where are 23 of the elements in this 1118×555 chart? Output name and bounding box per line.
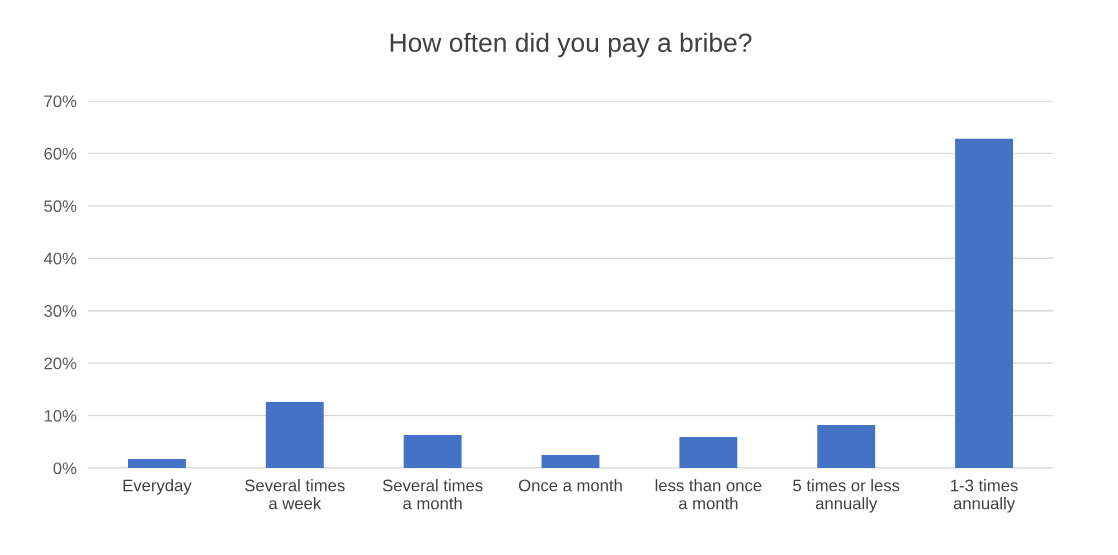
y-tick-label: 30% (44, 305, 77, 317)
x-tick-label: 5 times or less annually (793, 479, 900, 513)
chart-title: How often did you pay a bribe? (390, 32, 752, 58)
bar (265, 401, 324, 468)
y-tick-label: 50% (44, 200, 77, 213)
bar (817, 425, 876, 468)
bar (679, 437, 738, 468)
x-tick-label: less than once a month (655, 479, 762, 510)
bar (127, 459, 186, 468)
x-tick-label: Several times a week (245, 479, 345, 510)
x-tick-label: Several times a month (382, 479, 483, 510)
y-tick-label: 40% (43, 252, 77, 265)
y-tick-label: 70% (44, 95, 77, 108)
x-tick-label: 1-3 times annually (951, 479, 1018, 513)
bar (403, 434, 462, 468)
y-tick-label: 20% (44, 357, 77, 370)
x-tick-label: Everyday (123, 479, 192, 495)
bar (955, 138, 1014, 468)
y-tick-label: 60% (44, 147, 77, 160)
bar (541, 454, 600, 468)
y-tick-label: 10% (44, 409, 77, 422)
x-tick-label: Once a month (518, 479, 622, 492)
y-tick-label: 0% (53, 462, 77, 475)
